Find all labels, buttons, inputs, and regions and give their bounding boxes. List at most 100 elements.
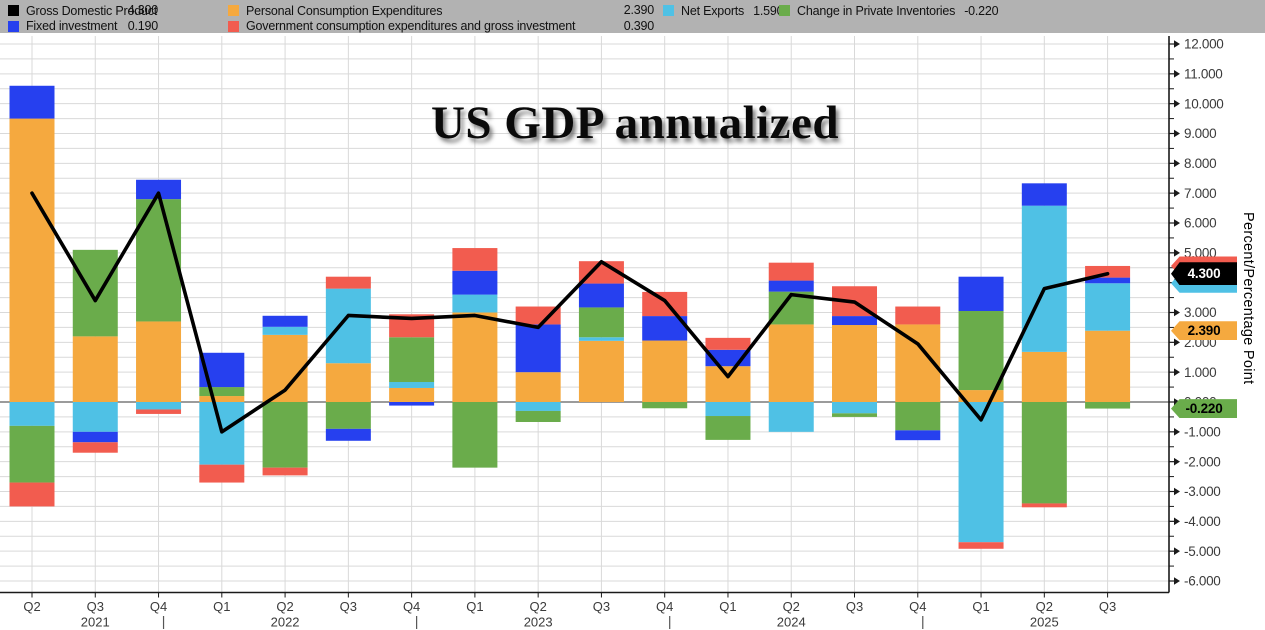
bar-segment xyxy=(199,464,245,483)
y-tick-label: 12.000 xyxy=(1184,37,1224,52)
bar-segment xyxy=(768,402,814,432)
chart-title: US GDP annualized xyxy=(430,97,840,149)
bar-segment xyxy=(262,467,308,476)
x-tick-label: Q4 xyxy=(403,599,420,614)
legend-value: 4.300 xyxy=(127,3,158,17)
x-tick-label: Q3 xyxy=(340,599,357,614)
gdp-line-path xyxy=(30,191,1110,434)
bar-segment xyxy=(958,311,1004,391)
bar-segment xyxy=(958,390,1004,402)
legend-swatch-pce xyxy=(228,5,239,16)
year-label: 2025 xyxy=(1030,615,1059,630)
year-label: 2023 xyxy=(524,615,553,630)
bar-segment xyxy=(832,325,878,402)
bar-segment xyxy=(1085,277,1131,284)
bar-segment xyxy=(389,402,435,406)
y-tick-label: -1.000 xyxy=(1184,424,1220,439)
legend-bar: 4.300 Gross Domestic Product 2.390 Personal… xyxy=(0,0,1265,33)
bar-segment xyxy=(72,249,118,337)
y-tick-arrow xyxy=(1174,487,1180,496)
bar-segment xyxy=(452,312,498,402)
bar-segment xyxy=(895,430,941,441)
y-tick-label: 3.000 xyxy=(1184,305,1216,320)
x-tick-label: Q1 xyxy=(719,599,736,614)
axis-badge-pce: 2.390 xyxy=(1171,321,1237,341)
bar-segment xyxy=(262,315,308,327)
bar-segment xyxy=(642,291,688,317)
bar-segment xyxy=(515,324,561,373)
legend-swatch-fixed_investment xyxy=(8,20,19,32)
bar-segment xyxy=(578,307,624,338)
bar-segment xyxy=(325,276,371,289)
y-axis-title: Percent/Percentage Point xyxy=(1240,212,1256,385)
legend-item-inventories: Change in Private Inventories -0.220 xyxy=(779,3,999,18)
year-label: 2022 xyxy=(271,615,300,630)
y-tick-arrow xyxy=(1174,547,1180,555)
bar-segment xyxy=(1021,503,1067,508)
x-tick-label: Q3 xyxy=(593,599,610,614)
bar-segment xyxy=(642,340,688,402)
bar-segment xyxy=(705,416,751,440)
x-tick-label: Q3 xyxy=(87,599,104,614)
x-tick-label: Q3 xyxy=(846,599,863,614)
year-label: 2024 xyxy=(777,615,806,630)
y-tick-label: 9.000 xyxy=(1184,126,1216,141)
bar-segment xyxy=(705,337,751,350)
bar-segment xyxy=(9,482,55,507)
x-tick-label: Q4 xyxy=(150,599,167,614)
legend-item-net_exports: Net Exports 1.590 xyxy=(663,3,784,18)
legend-value: 0.390 xyxy=(623,18,654,33)
x-tick-label: Q1 xyxy=(972,599,989,614)
y-tick-label: 11.000 xyxy=(1184,66,1223,81)
bar-segment xyxy=(452,270,498,295)
legend-swatch-gdp xyxy=(8,5,19,16)
bar-segment xyxy=(9,85,55,119)
legend-item-fixed_investment: Fixed investment xyxy=(8,19,117,34)
legend-value: 2.390 xyxy=(623,3,654,17)
x-axis: Q2 Q3 Q4 Q1 Q2 Q3 Q4 Q1 Q2 Q3 Q4 Q1 Q2 Q3 Q4 Q1 Q2 Q32021… xyxy=(23,592,1116,630)
bar-segment xyxy=(325,288,371,364)
x-tick-label: Q1 xyxy=(213,599,230,614)
y-tick-arrow xyxy=(1174,129,1180,138)
y-tick-label: 1.000 xyxy=(1184,365,1216,380)
bar-segment xyxy=(389,314,435,338)
bar-segment xyxy=(199,396,245,402)
bar-segment xyxy=(768,324,814,402)
stacked-bars xyxy=(9,85,1131,549)
legend-value: -0.220 xyxy=(964,3,999,18)
bar-segment xyxy=(832,402,878,414)
x-tick-label: Q4 xyxy=(909,599,926,614)
y-tick-label: 8.000 xyxy=(1184,156,1216,171)
bar-segment xyxy=(136,409,182,414)
bar-segment xyxy=(452,402,498,468)
bar-segment xyxy=(832,413,878,417)
bar-segment xyxy=(895,402,941,431)
legend-item-gdp: Gross Domestic Product xyxy=(8,3,157,18)
legend-label: Net Exports xyxy=(681,3,745,18)
y-tick-label: 10.000 xyxy=(1184,96,1224,111)
x-tick-label: Q2 xyxy=(23,599,40,614)
bar-segment xyxy=(895,306,941,325)
bar-segment xyxy=(325,402,371,429)
legend-label: Government consumption expenditures and … xyxy=(246,19,576,33)
x-tick-label: Q2 xyxy=(276,599,293,614)
legend-label: Personal Consumption Expenditures xyxy=(246,3,443,18)
bar-segment xyxy=(578,340,624,402)
bar-segment xyxy=(1085,283,1131,331)
legend-swatch-net_exports xyxy=(663,5,674,16)
legend-value: 1.590 xyxy=(753,3,784,18)
bar-segment xyxy=(325,428,371,441)
y-tick-arrow xyxy=(1174,189,1180,197)
bar-segment xyxy=(72,431,118,443)
bar-segment xyxy=(389,337,435,383)
x-tick-label: Q4 xyxy=(656,599,673,614)
bar-segment xyxy=(642,402,688,409)
bar-segment xyxy=(832,316,878,326)
legend-value: 0.190 xyxy=(127,18,158,33)
bar-segment xyxy=(705,402,751,417)
bar-segment xyxy=(136,321,182,402)
legend-label: Change in Private Inventories xyxy=(797,3,956,18)
bar-segment xyxy=(389,387,435,402)
bar-segment xyxy=(262,326,308,335)
